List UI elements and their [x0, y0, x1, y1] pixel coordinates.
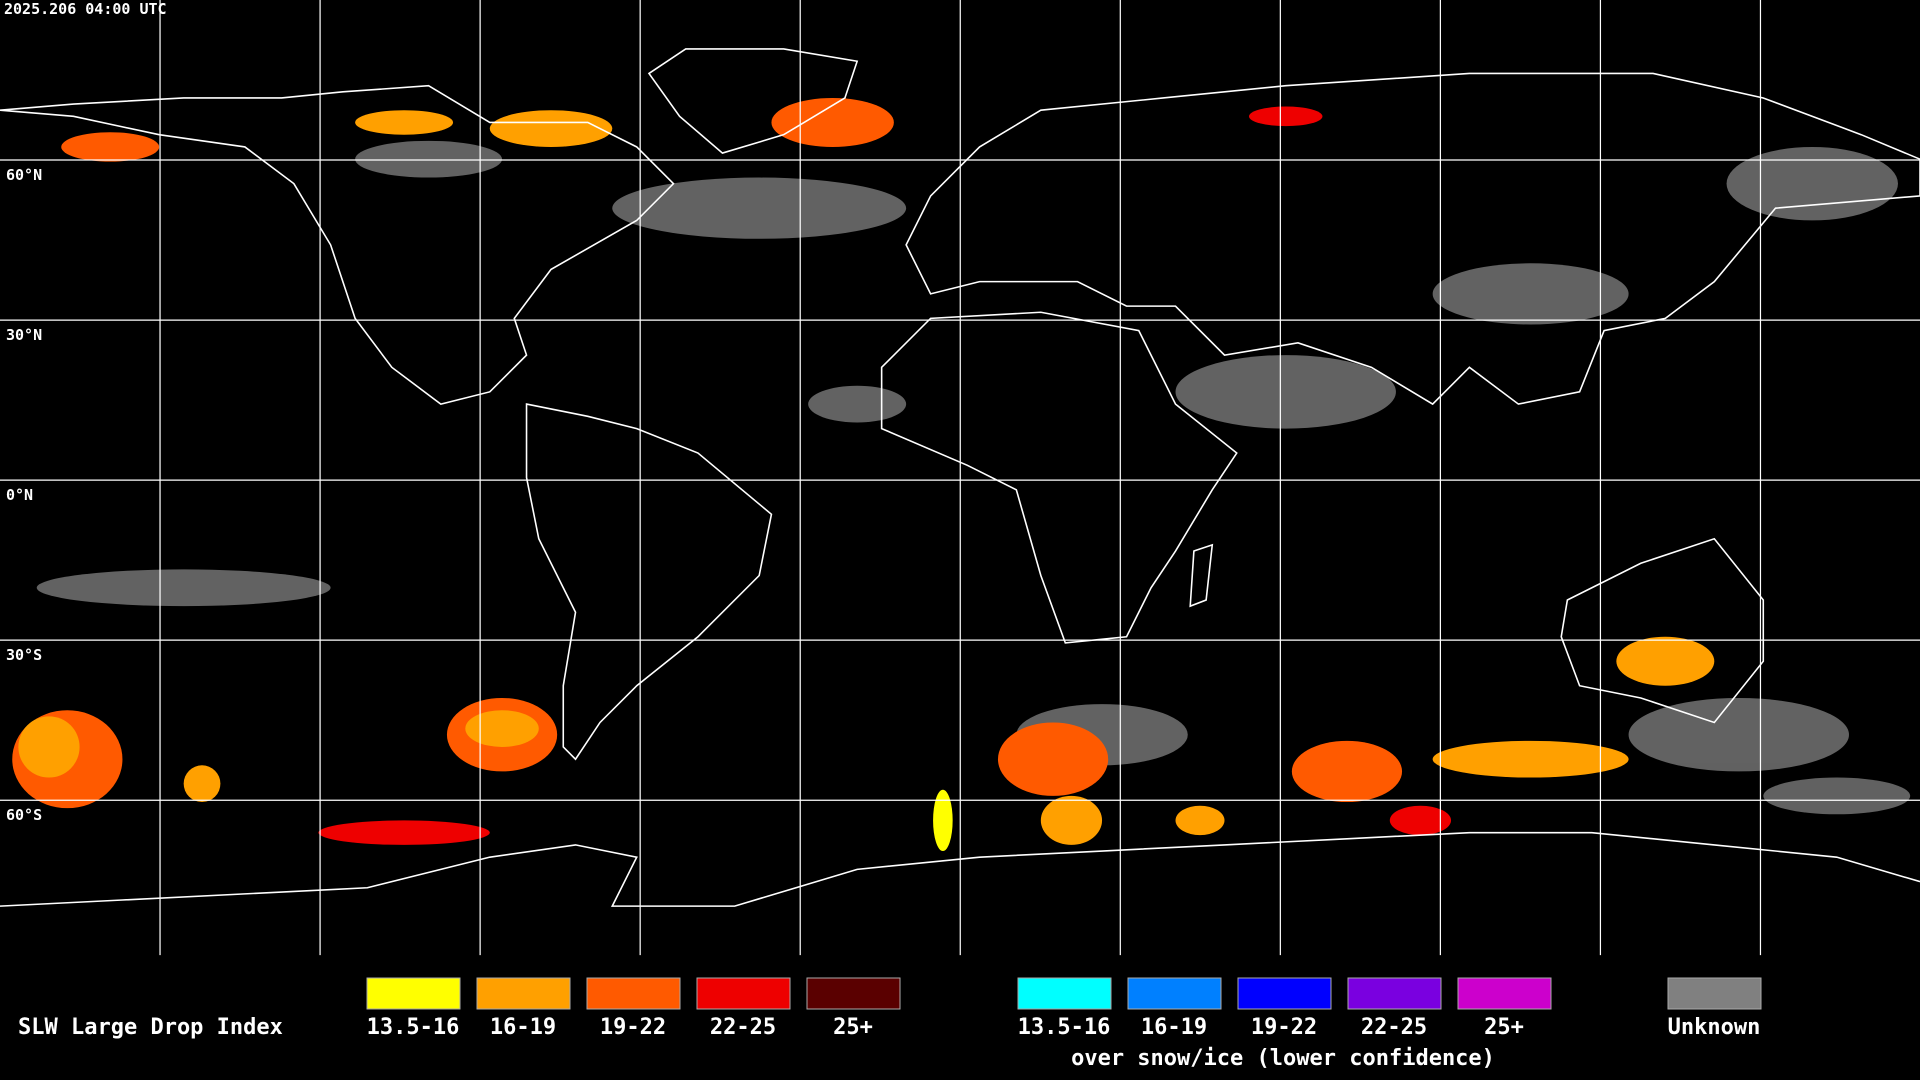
- legend-swatch: [1457, 977, 1552, 1010]
- legend-swatch: [476, 977, 571, 1010]
- legend-label: 25+: [1484, 1015, 1524, 1040]
- legend-swatch: [1017, 977, 1112, 1010]
- legend-swatch: [366, 977, 461, 1010]
- snow-ice-caption: over snow/ice (lower confidence): [1071, 1046, 1495, 1071]
- latitude-label: 0°N: [6, 486, 33, 504]
- legend-label: 25+: [833, 1015, 873, 1040]
- legend-label: 16-19: [490, 1015, 556, 1040]
- latitude-label: 60°N: [6, 166, 42, 184]
- latitude-label: 30°S: [6, 646, 42, 664]
- legend-label: 22-25: [1361, 1015, 1427, 1040]
- legend-label: 13.5-16: [367, 1015, 460, 1040]
- map: [0, 0, 1920, 956]
- legend-label: 16-19: [1141, 1015, 1207, 1040]
- legend-swatch: [1347, 977, 1442, 1010]
- legend-title: SLW Large Drop Index: [18, 1015, 283, 1040]
- legend-swatch: [586, 977, 681, 1010]
- latitude-label: 60°S: [6, 806, 42, 824]
- legend-label: 13.5-16: [1018, 1015, 1111, 1040]
- latitude-labels: 60°N 30°N 0°N 30°S 60°S: [6, 166, 42, 824]
- legend-swatch: [696, 977, 791, 1010]
- graticule: [0, 0, 1920, 956]
- legend-label: 19-22: [1251, 1015, 1317, 1040]
- legend-label: Unknown: [1668, 1015, 1761, 1040]
- legend-swatch: [1667, 977, 1762, 1010]
- legend-swatch: [1127, 977, 1222, 1010]
- legend-swatch: [1237, 977, 1332, 1010]
- legend: 13.5-16 16-19 19-22 22-25 25+ 13.5-16 16-19 19-…: [366, 977, 1762, 1040]
- legend-label: 22-25: [710, 1015, 776, 1040]
- coastlines: [0, 48, 1920, 907]
- slw-clouds: [12, 97, 1715, 852]
- timestamp: 2025.206 04:00 UTC: [4, 0, 167, 18]
- latitude-label: 30°N: [6, 326, 42, 344]
- legend-swatch: [806, 977, 901, 1010]
- unknown-clouds: [36, 140, 1911, 815]
- legend-label: 19-22: [600, 1015, 666, 1040]
